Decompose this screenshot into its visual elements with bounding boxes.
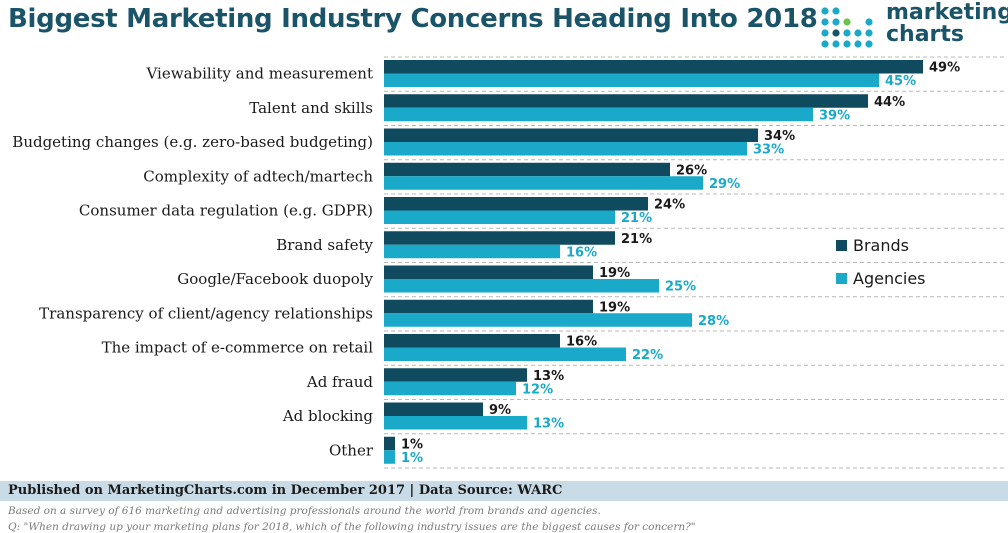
category-label: Complexity of adtech/martech [143, 167, 373, 185]
logo-dot [854, 29, 862, 37]
brands-value-label: 49% [929, 61, 960, 76]
legend-label: Agencies [853, 269, 926, 288]
agencies-bar [384, 279, 659, 293]
category-label: Talent and skills [249, 99, 373, 117]
logo-text-line1: marketing [886, 0, 1008, 25]
brands-value-label: 13% [533, 369, 564, 384]
brands-bar [384, 265, 593, 279]
agencies-value-label: 25% [665, 280, 696, 295]
published-text: Published on MarketingCharts.com in Dece… [8, 483, 563, 498]
agencies-value-label: 33% [753, 143, 784, 158]
agencies-value-label: 12% [522, 382, 553, 397]
category-label: Brand safety [276, 236, 373, 254]
bar-chart: Viewability and measurement 49% 45% Talent … [12, 56, 1004, 469]
brands-bar [384, 60, 923, 74]
brands-value-label: 16% [566, 335, 597, 350]
legend-swatch [836, 240, 847, 251]
category-label: The impact of e-commerce on retail [102, 339, 374, 357]
agencies-value-label: 28% [698, 314, 729, 329]
agencies-bar [384, 176, 703, 190]
category-label: Viewability and measurement [145, 65, 373, 83]
brands-bar [384, 162, 670, 177]
brands-bar [384, 436, 395, 451]
agencies-value-label: 29% [709, 177, 740, 192]
marketingcharts-logo: marketing charts [820, 0, 1008, 52]
category-label: Consumer data regulation (e.g. GDPR) [79, 202, 373, 220]
logo-dot [843, 40, 851, 48]
brands-bar [384, 231, 615, 245]
category-label: Google/Facebook duopoly [177, 270, 373, 288]
brands-value-label: 44% [874, 95, 905, 110]
agencies-bar [384, 313, 692, 327]
brands-bar [384, 368, 527, 382]
agencies-value-label: 21% [621, 211, 652, 226]
brands-value-label: 34% [764, 129, 795, 144]
logo-dot [832, 29, 840, 37]
logo-dots-icon [821, 7, 873, 48]
category-label: Budgeting changes (e.g. zero-based budge… [12, 133, 373, 151]
brands-bar [384, 299, 593, 314]
logo-dot [821, 18, 829, 26]
agencies-bar [384, 416, 527, 430]
legend-label: Brands [853, 236, 909, 255]
brands-value-label: 9% [489, 403, 511, 418]
logo-dot [832, 7, 840, 15]
brands-value-label: 26% [676, 163, 707, 178]
agencies-bar [384, 210, 615, 224]
published-bar: Published on MarketingCharts.com in Dece… [0, 481, 1008, 501]
logo-dot [854, 40, 862, 48]
agencies-bar [384, 347, 626, 361]
brands-value-label: 21% [621, 232, 652, 247]
logo-text-line2: charts [886, 22, 965, 47]
legend-swatch [836, 273, 847, 284]
logo-dot [843, 18, 851, 26]
category-label: Ad fraud [306, 373, 374, 391]
agencies-bar [384, 142, 747, 156]
brands-bar [384, 128, 758, 142]
chart-title: Biggest Marketing Industry Concerns Head… [8, 4, 818, 34]
brands-value-label: 1% [401, 437, 423, 452]
agencies-bar [384, 107, 813, 122]
agencies-value-label: 13% [533, 417, 564, 432]
brands-bar [384, 94, 868, 108]
brands-value-label: 19% [599, 300, 630, 315]
agencies-bar [384, 450, 395, 464]
agencies-value-label: 16% [566, 245, 597, 260]
brands-bar [384, 402, 483, 416]
category-label: Ad blocking [282, 407, 374, 425]
agencies-bar [384, 381, 516, 396]
brands-value-label: 24% [654, 198, 685, 213]
brands-bar [384, 197, 648, 211]
logo-dot [865, 40, 873, 48]
brands-value-label: 19% [599, 266, 630, 281]
logo-dot [821, 7, 829, 15]
agencies-value-label: 45% [885, 74, 916, 89]
agencies-value-label: 1% [401, 451, 423, 466]
brands-bar [384, 334, 560, 348]
logo-dot [865, 18, 873, 26]
category-label: Other [329, 441, 374, 459]
logo-dot [865, 29, 873, 37]
logo-dot [821, 29, 829, 37]
survey-note: Based on a survey of 616 marketing and a… [8, 505, 601, 517]
logo-dot [832, 18, 840, 26]
logo-dot [821, 40, 829, 48]
agencies-value-label: 22% [632, 348, 663, 363]
category-label: Transparency of client/agency relationsh… [39, 304, 373, 322]
agencies-value-label: 39% [819, 108, 850, 123]
agencies-bar [384, 244, 560, 259]
agencies-bar [384, 73, 879, 87]
question-note: Q: "When drawing up your marketing plans… [8, 521, 696, 533]
logo-dot [843, 29, 851, 37]
logo-dot [832, 40, 840, 48]
